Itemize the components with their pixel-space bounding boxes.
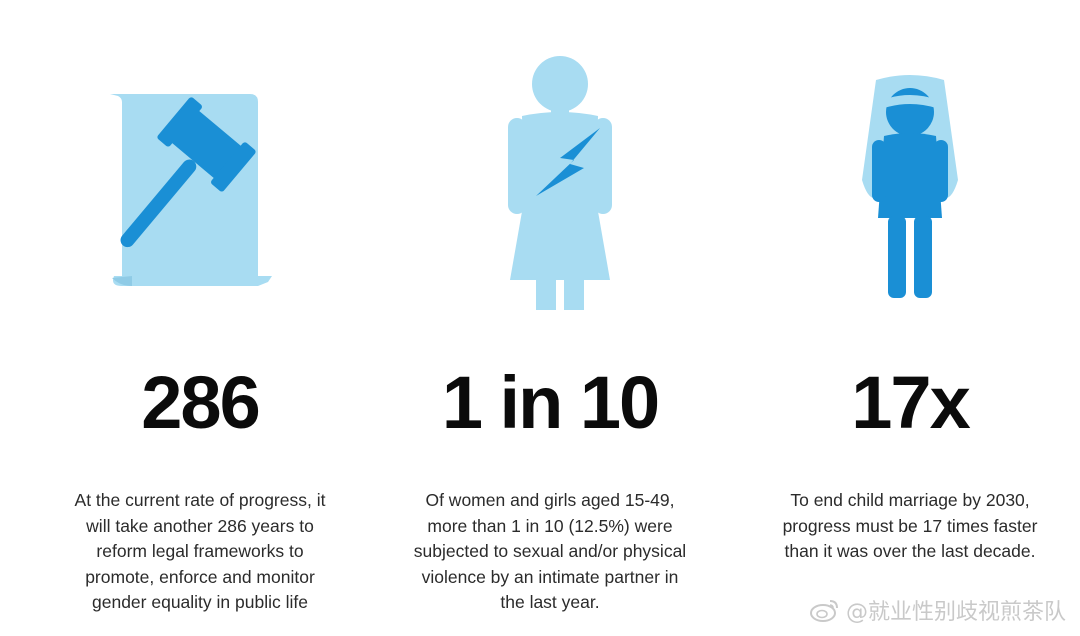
description-line: will take another 286 years to [86, 515, 314, 536]
description-line: progress must be 17 times faster [782, 515, 1038, 536]
description-line: gender equality in public life [92, 592, 308, 612]
stat-description: Of women and girls aged 15-49, more than… [380, 488, 720, 616]
description-line: reform legal frameworks to [96, 541, 304, 561]
description-line: than it was over the last decade. [784, 541, 1036, 561]
gavel-document-icon [20, 50, 380, 320]
description-line: more than 1 in 10 (12.5%) were [427, 515, 673, 536]
description-line: To end child marriage by 2030, [790, 490, 1030, 510]
watermark-text: @就业性别歧视煎茶队 [845, 600, 1066, 625]
description-line: Of women and girls aged 15-49, [425, 490, 675, 510]
stat-card-child-marriage: 17x To end child marriage by 2030, progr… [730, 0, 1080, 636]
description-line: At the current rate of progress, it [74, 490, 326, 510]
stat-description: At the current rate of progress, it will… [30, 488, 370, 616]
girl-veil-icon [730, 50, 1080, 320]
woman-lightning-icon [370, 50, 730, 320]
stat-value: 17x [851, 361, 970, 444]
description-line: subjected to sexual and/or physical [413, 541, 687, 561]
stat-card-violence: 1 in 10 Of women and girls aged 15-49, m… [370, 0, 730, 636]
stat-card-legal: 286 At the current rate of progress, it … [20, 0, 380, 636]
description-line: violence by an intimate partner in [421, 566, 679, 587]
stat-value: 1 in 10 [441, 361, 660, 444]
stat-description: To end child marriage by 2030, progress … [740, 488, 1080, 565]
watermark: @就业性别歧视煎茶队 [809, 594, 1066, 626]
description-line: the last year. [500, 592, 600, 612]
stat-value: 286 [141, 361, 260, 444]
weibo-icon [809, 600, 838, 622]
description-line: promote, enforce and monitor [85, 566, 315, 587]
